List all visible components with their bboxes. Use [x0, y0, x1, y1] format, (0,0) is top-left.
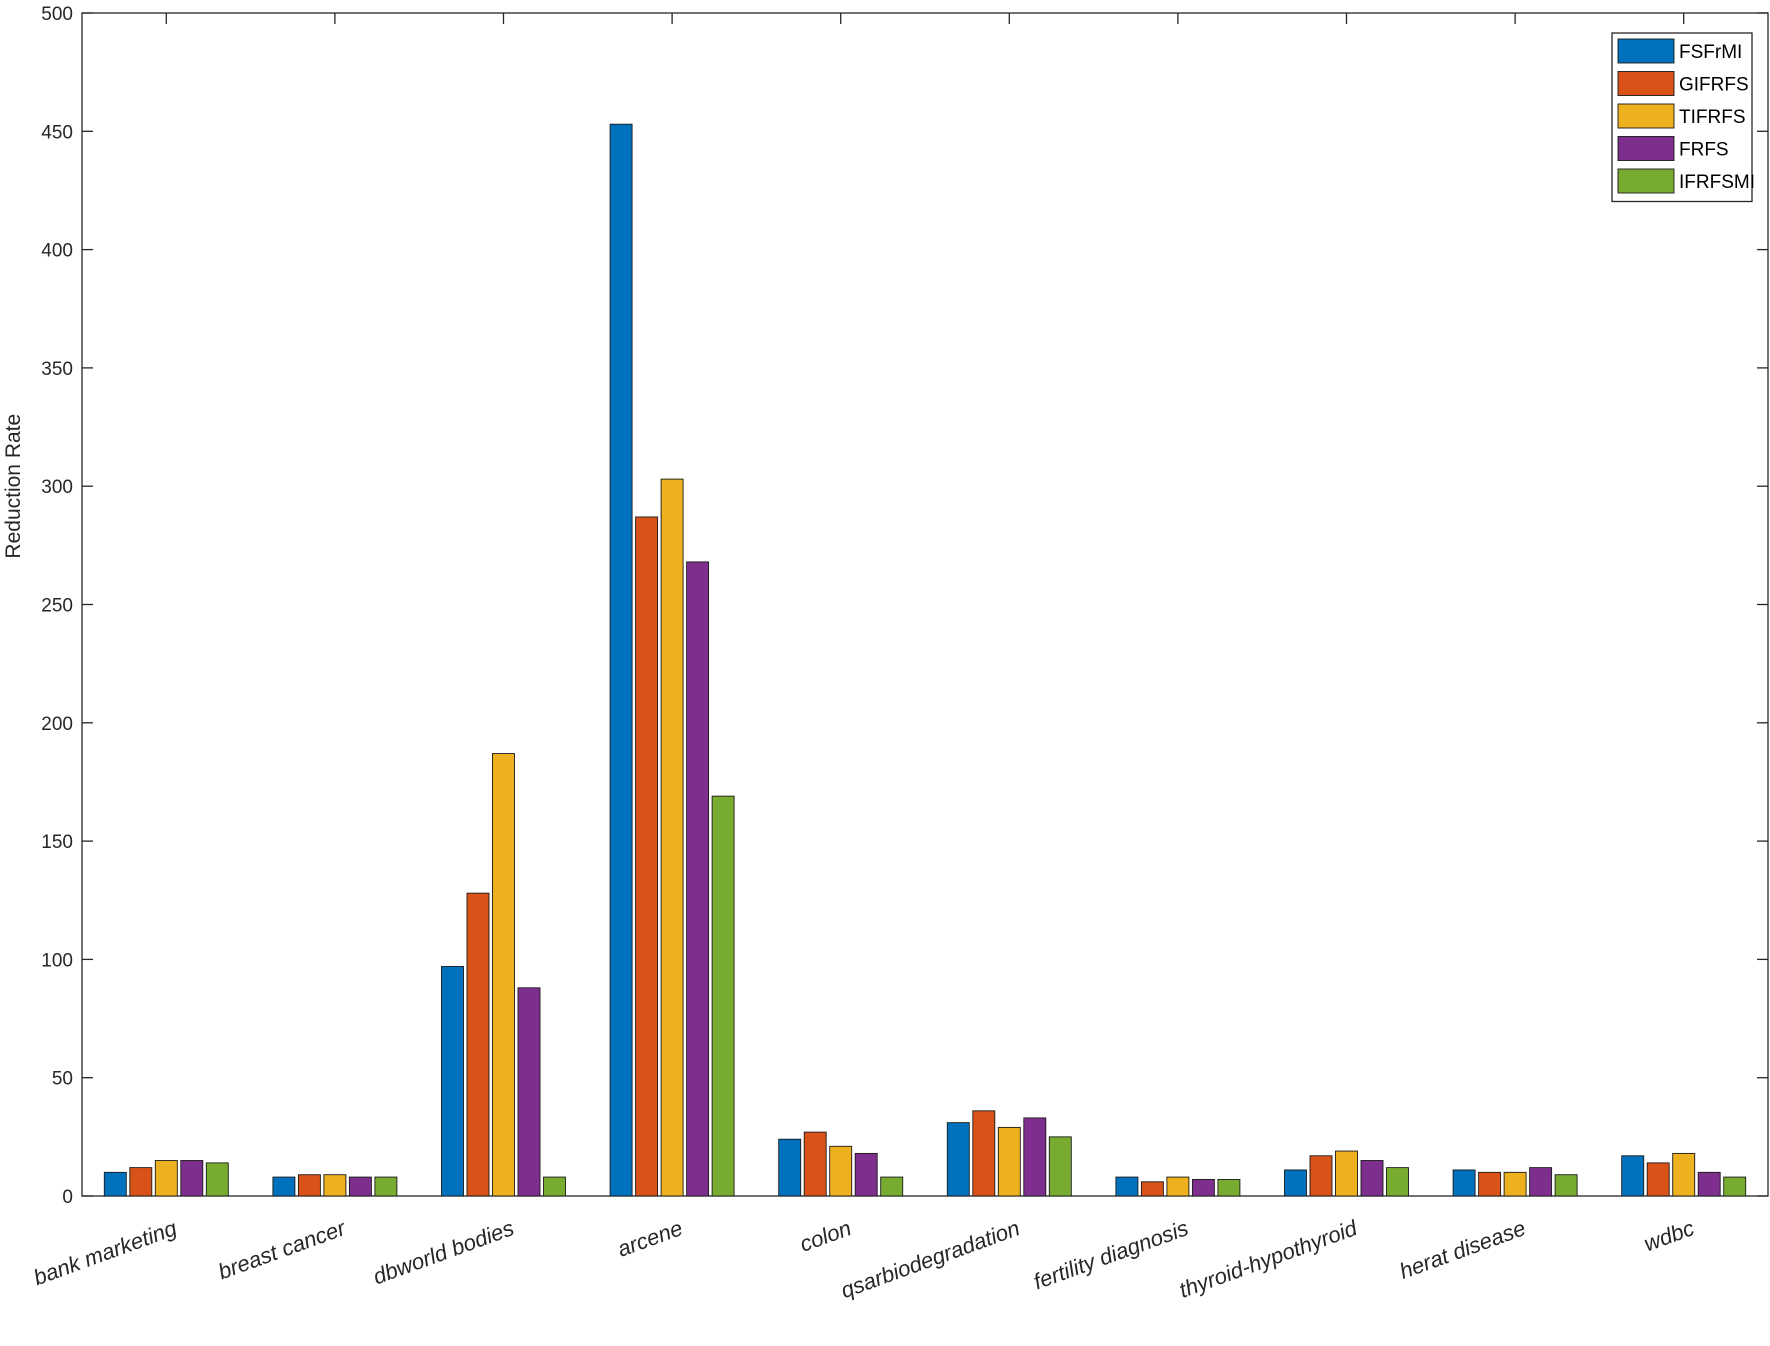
legend: FSFrMI GIFRFS TIFRFS FRFS IFRFSMI	[1611, 32, 1755, 203]
bar-GIFRFS-5	[972, 1110, 996, 1197]
bar-GIFRFS-4	[803, 1131, 827, 1197]
legend-swatch-TIFRFS	[1617, 103, 1675, 129]
bar-TIFRFS-0	[154, 1160, 178, 1197]
y-tick-label: 250	[41, 596, 73, 617]
bar-IFRFSMI-6	[1217, 1178, 1241, 1197]
bar-GIFRFS-0	[129, 1167, 153, 1197]
y-axis-title: Reduction Rate	[2, 414, 25, 559]
bar-TIFRFS-3	[660, 478, 684, 1197]
legend-label-GIFRFS: GIFRFS	[1679, 75, 1749, 96]
y-tick-label: 500	[41, 4, 73, 25]
bar-GIFRFS-7	[1309, 1155, 1333, 1197]
bar-TIFRFS-1	[323, 1174, 347, 1197]
bar-FRFS-5	[1023, 1117, 1047, 1197]
bar-IFRFSMI-4	[880, 1176, 904, 1197]
bar-FRFS-1	[348, 1176, 372, 1197]
bar-FSFrMI-7	[1284, 1169, 1307, 1197]
bar-FRFS-8	[1529, 1167, 1553, 1197]
bar-FSFrMI-2	[441, 966, 464, 1197]
bar-IFRFSMI-2	[543, 1176, 566, 1197]
legend-label-IFRFSMI: IFRFSMI	[1679, 172, 1755, 193]
y-tick-label: 200	[41, 714, 73, 735]
bar-IFRFSMI-0	[205, 1162, 229, 1197]
bar-FRFS-0	[180, 1160, 204, 1197]
bar-FRFS-3	[686, 561, 710, 1197]
legend-swatch-FRFS	[1617, 136, 1675, 161]
bar-TIFRFS-2	[492, 753, 515, 1197]
y-tick-label: 0	[62, 1187, 73, 1208]
bar-GIFRFS-1	[297, 1174, 321, 1197]
bar-IFRFSMI-7	[1386, 1167, 1409, 1197]
legend-label-TIFRFS: TIFRFS	[1679, 107, 1746, 128]
bar-TIFRFS-5	[997, 1126, 1021, 1197]
bar-TIFRFS-7	[1335, 1150, 1358, 1197]
bar-FRFS-2	[517, 987, 541, 1197]
bar-FSFrMI-5	[946, 1122, 970, 1197]
y-tick-label: 300	[41, 477, 73, 498]
y-tick-label: 100	[41, 950, 73, 971]
bar-TIFRFS-8	[1503, 1171, 1527, 1197]
y-tick-label: 150	[41, 832, 73, 853]
bar-TIFRFS-9	[1672, 1152, 1696, 1197]
legend-swatch-GIFRFS	[1617, 71, 1675, 96]
bar-IFRFSMI-1	[374, 1176, 398, 1197]
bar-IFRFSMI-3	[711, 795, 735, 1197]
bar-FSFrMI-4	[778, 1138, 802, 1197]
bar-FRFS-4	[854, 1152, 878, 1197]
bar-FSFrMI-1	[272, 1176, 296, 1197]
legend-label-FRFS: FRFS	[1679, 140, 1729, 161]
bar-GIFRFS-9	[1646, 1162, 1670, 1197]
bar-FRFS-7	[1360, 1160, 1384, 1197]
y-tick-label: 450	[41, 122, 73, 143]
y-tick-label: 50	[52, 1069, 73, 1090]
legend-label-FSFrMI: FSFrMI	[1679, 42, 1742, 63]
bar-GIFRFS-2	[466, 892, 490, 1197]
y-tick-label: 350	[41, 359, 73, 380]
bar-GIFRFS-6	[1140, 1181, 1164, 1197]
bar-IFRFSMI-9	[1723, 1176, 1747, 1197]
legend-swatch-IFRFSMI	[1617, 168, 1675, 194]
bar-IFRFSMI-5	[1048, 1136, 1072, 1197]
bar-GIFRFS-3	[635, 516, 659, 1197]
bar-FSFrMI-0	[103, 1171, 127, 1197]
bar-FSFrMI-8	[1452, 1169, 1476, 1197]
legend-swatch-FSFrMI	[1617, 38, 1675, 64]
bar-GIFRFS-8	[1478, 1171, 1502, 1197]
bar-FSFrMI-3	[609, 123, 633, 1197]
bar-FSFrMI-9	[1621, 1155, 1645, 1197]
y-tick-label: 400	[41, 241, 73, 262]
bar-TIFRFS-6	[1166, 1176, 1190, 1197]
bar-FRFS-6	[1191, 1178, 1215, 1197]
bar-TIFRFS-4	[829, 1145, 853, 1197]
bar-FSFrMI-6	[1115, 1176, 1139, 1197]
bar-FRFS-9	[1697, 1171, 1721, 1197]
bar-IFRFSMI-8	[1554, 1174, 1578, 1197]
